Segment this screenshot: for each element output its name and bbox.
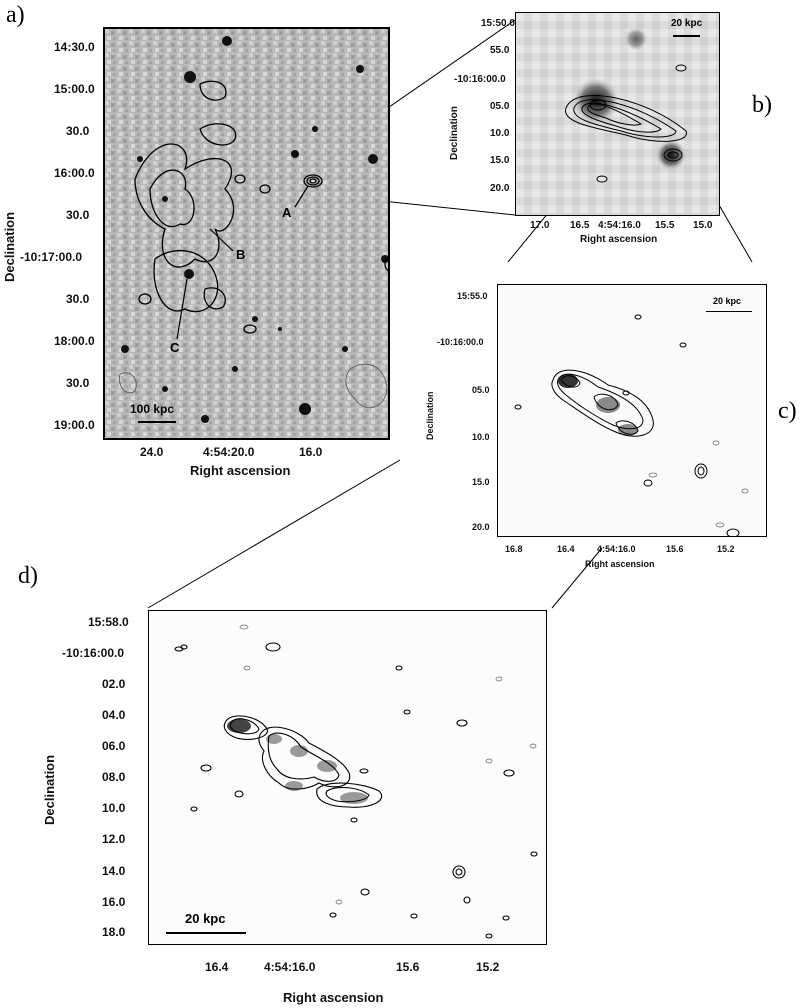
- panel-d-y-tick: 12.0: [102, 832, 126, 846]
- panel-b-x-tick: 15.0: [693, 220, 713, 231]
- panel-d-y-tick: 06.0: [102, 739, 126, 753]
- panel-c-x-tick: 15.2: [717, 544, 735, 554]
- panel-a-y-tick: 30.0: [66, 376, 90, 390]
- panel-a-y-tick: 30.0: [66, 292, 90, 306]
- panel-b-x-tick: 15.5: [655, 220, 675, 231]
- panel-a-y-tick: 18:00.0: [54, 334, 95, 348]
- panel-d-y-tick: 14.0: [102, 864, 126, 878]
- panel-c-y-tick: 20.0: [472, 522, 490, 532]
- panel-d-y-tick: 10.0: [102, 801, 126, 815]
- panel-a-x-tick: 16.0: [299, 445, 323, 459]
- panel-c-y-tick: 10.0: [472, 432, 490, 442]
- panel-a-y-title: Declination: [2, 211, 17, 282]
- panel-c-y-tick: -10:16:00.0: [437, 337, 484, 347]
- panel-a-y-tick: 19:00.0: [54, 418, 95, 432]
- panel-b-y-tick: -10:16:00.0: [454, 74, 506, 85]
- source-label-b: B: [236, 247, 246, 262]
- panel-a-y-tick: -10:17:00.0: [20, 250, 83, 264]
- panel-d-x-title: Right ascension: [283, 990, 384, 1005]
- panel-c-scale-bar: [706, 311, 752, 312]
- panel-d-x-tick: 15.2: [476, 960, 500, 974]
- panel-b-scale-label: 20 kpc: [671, 18, 703, 29]
- panel-d-y-tick: -10:16:00.0: [62, 646, 125, 660]
- panel-b-y-tick: 55.0: [490, 45, 510, 56]
- panel-b-y-tick: 15.0: [490, 155, 510, 166]
- source-label-a: A: [282, 205, 292, 220]
- panel-b-x-tick: 4:54:16.0: [598, 220, 641, 231]
- panel-d-scale-bar: [166, 932, 246, 934]
- panel-c-map: [514, 314, 749, 536]
- panel-d-x-tick: 4:54:16.0: [264, 960, 316, 974]
- panel-b-y-tick: 05.0: [490, 101, 510, 112]
- panel-c-image: [497, 284, 767, 537]
- source-label-c: C: [170, 340, 180, 355]
- panel-d-y-tick: 04.0: [102, 708, 126, 722]
- panel-a-y-tick: 16:00.0: [54, 166, 95, 180]
- panel-d-y-tick: 15:58.0: [88, 615, 129, 629]
- panel-b-y-tick: 15:50.0: [481, 18, 515, 29]
- panel-d-y-tick: 08.0: [102, 770, 126, 784]
- panel-c-x-tick: 16.4: [557, 544, 575, 554]
- panel-b-image: [515, 12, 720, 216]
- panel-c-label: c): [778, 398, 797, 424]
- panel-d-y-tick: 16.0: [102, 895, 126, 909]
- panel-b-x-title: Right ascension: [580, 234, 658, 245]
- panel-a-y-tick: 14:30.0: [54, 40, 95, 54]
- panel-d-y-title: Declination: [42, 754, 57, 825]
- panel-c-y-tick: 05.0: [472, 385, 490, 395]
- panel-c-y-title: Declination: [425, 391, 435, 440]
- panel-a-x-tick: 4:54:20.0: [203, 445, 255, 459]
- panel-d-y-tick: 18.0: [102, 925, 126, 939]
- panel-d-y-tick: 02.0: [102, 677, 126, 691]
- panel-d-image: [148, 610, 547, 945]
- panel-c-x-tick: 15.6: [666, 544, 684, 554]
- panel-d-map: [174, 624, 538, 939]
- panel-b-map: [516, 13, 719, 215]
- panel-d-label: d): [18, 563, 38, 589]
- panel-b-x-tick: 17.0: [530, 220, 550, 231]
- panel-d-x-tick: 16.4: [205, 960, 229, 974]
- panel-b-y-tick: 20.0: [490, 183, 510, 194]
- panel-a-map: [105, 29, 388, 438]
- panel-c-scale-label: 20 kpc: [713, 296, 742, 306]
- panel-b-x-tick: 16.5: [570, 220, 590, 231]
- panel-b-y-tick: 10.0: [490, 128, 510, 139]
- panel-d-x-tick: 15.6: [396, 960, 420, 974]
- panel-a-y-tick: 30.0: [66, 208, 90, 222]
- panel-d-scale-label: 20 kpc: [185, 911, 226, 926]
- panel-b-y-title: Declination: [449, 106, 460, 160]
- panel-a-scale-label: 100 kpc: [130, 402, 175, 416]
- panel-a-scale-bar: [138, 421, 176, 423]
- panel-a-image: [103, 27, 390, 440]
- panel-c-x-title: Right ascension: [585, 559, 655, 569]
- panel-a-x-tick: 24.0: [140, 445, 164, 459]
- panel-b-scale-bar: [673, 35, 700, 37]
- panel-b-label: b): [752, 92, 772, 118]
- panel-a-x-title: Right ascension: [190, 463, 291, 478]
- panel-a-y-tick: 15:00.0: [54, 82, 95, 96]
- panel-c-x-tick: 4:54:16.0: [597, 544, 636, 554]
- panel-c-x-tick: 16.8: [505, 544, 523, 554]
- panel-c-y-tick: 15.0: [472, 477, 490, 487]
- panel-a-label: a): [6, 2, 25, 28]
- panel-c-y-tick: 15:55.0: [457, 291, 488, 301]
- panel-a-y-tick: 30.0: [66, 124, 90, 138]
